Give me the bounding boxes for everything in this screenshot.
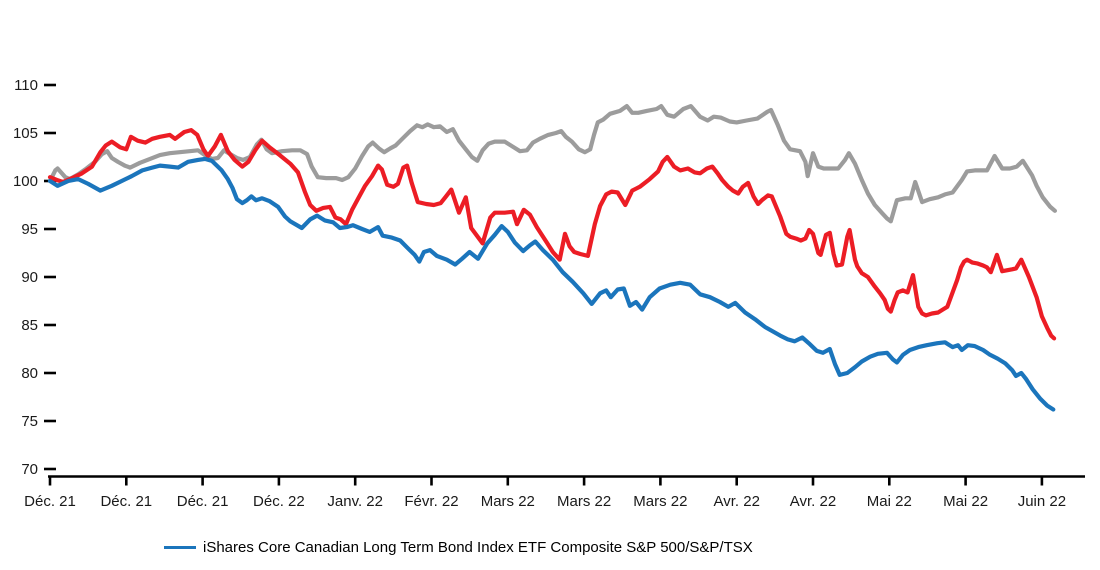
x-tick-label: Déc. 21 [24,493,76,510]
y-tick-label: 95 [21,221,38,238]
x-tick-label: Mai 22 [943,493,988,510]
y-tick-label: 110 [14,77,38,94]
x-tick-label: Mars 22 [481,493,535,510]
series-gray [47,103,1058,224]
x-tick-label: Mai 22 [867,493,912,510]
x-tick-label: Déc. 21 [177,493,229,510]
x-tick-label: Janv. 22 [327,493,383,510]
x-tick-label: Déc. 22 [253,493,305,510]
y-tick-label: 85 [21,317,38,334]
y-tick-label: 100 [13,173,38,190]
x-axis: Déc. 21 Déc. 21 Déc. 21 Déc. 22 Janv. 22 Févr… [24,475,1085,510]
series-red [47,128,1057,341]
legend-label: iShares Core Canadian Long Term Bond Ind… [203,539,753,556]
y-tick-label: 75 [21,413,38,430]
y-tick-label: 105 [13,125,38,142]
series-blue [47,156,1056,412]
x-tick-label: Déc. 21 [100,493,152,510]
y-axis: 70 75 80 85 90 95 100 105 110 [13,77,56,478]
legend: iShares Core Canadian Long Term Bond Ind… [164,539,753,556]
x-tick-label: Févr. 22 [404,493,458,510]
x-tick-label: Avr. 22 [790,493,836,510]
legend-line-swatch [164,546,196,549]
x-tick-label: Mars 22 [633,493,687,510]
y-tick-label: 80 [21,365,38,382]
y-tick-label: 70 [21,461,38,478]
x-tick-label: Mars 22 [557,493,611,510]
y-tick-label: 90 [21,269,38,286]
x-tick-label: Avr. 22 [713,493,759,510]
x-tick-label: Juin 22 [1018,493,1066,510]
